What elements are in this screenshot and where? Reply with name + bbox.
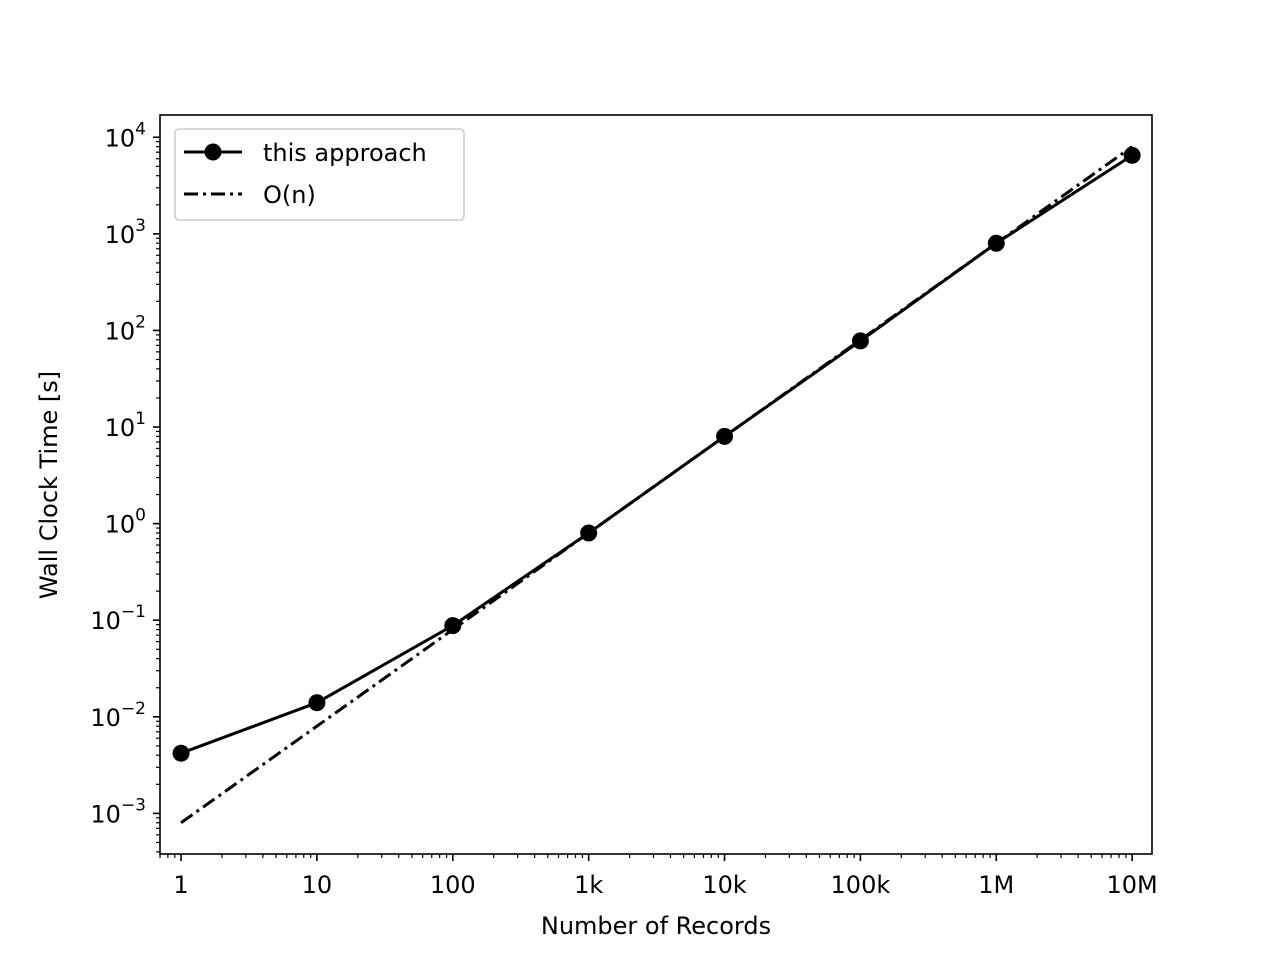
y-tick-label: 104 — [105, 119, 146, 152]
x-tick-label: 10 — [302, 871, 333, 899]
series-layer — [172, 145, 1141, 824]
legend-box — [174, 128, 465, 221]
x-tick-label: 1M — [978, 871, 1014, 899]
legend-label-this-approach: this approach — [263, 139, 427, 167]
x-tick-label: 10k — [702, 871, 747, 899]
data-point-this-approach — [716, 427, 734, 445]
x-tick-label: 100k — [831, 871, 891, 899]
x-tick-label: 100 — [430, 871, 476, 899]
series-line-this-approach — [180, 154, 1133, 755]
data-point-this-approach — [172, 744, 190, 762]
y-tick-label: 100 — [105, 506, 146, 539]
plot-frame — [159, 114, 1153, 855]
x-axis: 1 10 100 1k 10k 100k 1M 10M — [159, 854, 1158, 899]
data-point-this-approach — [987, 234, 1005, 252]
x-tick-label: 10M — [1107, 871, 1158, 899]
y-tick-label: 102 — [105, 312, 146, 345]
data-point-this-approach — [1123, 146, 1141, 164]
legend-marker-this-approach — [204, 143, 222, 161]
data-point-this-approach — [851, 332, 869, 350]
y-tick-label: 10−1 — [90, 602, 146, 635]
data-point-this-approach — [580, 524, 598, 542]
y-axis: 10−3 10−2 10−1 100 101 102 103 104 — [90, 119, 160, 853]
legend-label-o-n: O(n) — [263, 181, 316, 209]
x-axis-label: Number of Records — [541, 912, 771, 940]
data-point-this-approach — [444, 617, 462, 635]
y-tick-label: 10−3 — [90, 795, 146, 828]
x-tick-label: 1 — [173, 871, 188, 899]
legend: this approach O(n) — [174, 128, 465, 221]
y-tick-label: 10−2 — [90, 699, 146, 732]
y-axis-label: Wall Clock Time [s] — [35, 371, 63, 599]
y-tick-label: 101 — [105, 409, 146, 442]
data-point-this-approach — [308, 694, 326, 712]
y-tick-label: 103 — [105, 216, 146, 249]
x-tick-label: 1k — [574, 871, 603, 899]
